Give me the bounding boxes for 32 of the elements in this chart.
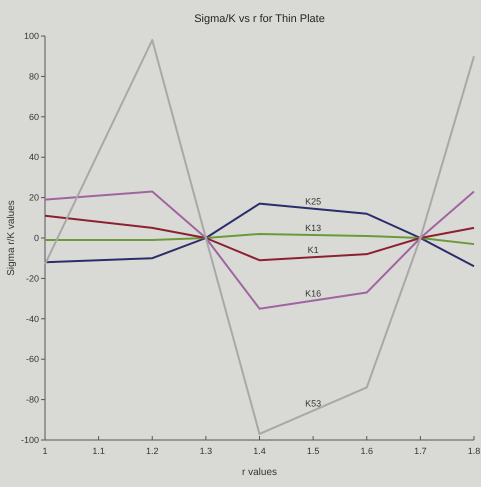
- y-tick-label: 20: [28, 192, 39, 203]
- x-tick-label: 1.6: [360, 446, 374, 456]
- series-label: K1: [308, 245, 319, 256]
- y-axis-title: Sigma r/K values: [6, 200, 17, 276]
- line-series: [44, 190, 475, 310]
- x-tick-label: 1.8: [468, 446, 480, 456]
- x-tick-label: 1.4: [253, 446, 266, 456]
- y-tick-label: 0: [34, 233, 39, 243]
- x-tick-label: 1: [42, 446, 48, 456]
- y-tick-label: 100: [24, 31, 39, 41]
- y-tick-label: 80: [28, 71, 39, 82]
- y-tick-label: -20: [26, 273, 39, 284]
- line-series: [44, 232, 475, 246]
- y-tick-label: -80: [26, 394, 39, 405]
- series-label: K16: [305, 288, 322, 299]
- series-label: K53: [305, 398, 322, 409]
- series-label: K25: [305, 196, 322, 207]
- x-tick-label: 1.1: [92, 446, 105, 456]
- y-tick-label: -40: [26, 314, 39, 324]
- line-series: [44, 39, 475, 435]
- line-series: [44, 214, 475, 262]
- y-tick-label: 40: [28, 152, 39, 162]
- y-tick-label: -100: [20, 435, 39, 445]
- x-tick-label: 1.2: [146, 446, 159, 456]
- x-tick-label: 1.3: [200, 446, 212, 456]
- y-tick-label: 60: [28, 112, 39, 122]
- chart-title: Sigma/K vs r for Thin Plate: [194, 13, 325, 25]
- series-label: K13: [305, 222, 322, 233]
- x-tick-label: 1.5: [306, 446, 320, 456]
- y-tick-label: -60: [26, 354, 39, 364]
- x-tick-label: 1.7: [414, 446, 427, 456]
- x-axis-title: r values: [242, 467, 278, 478]
